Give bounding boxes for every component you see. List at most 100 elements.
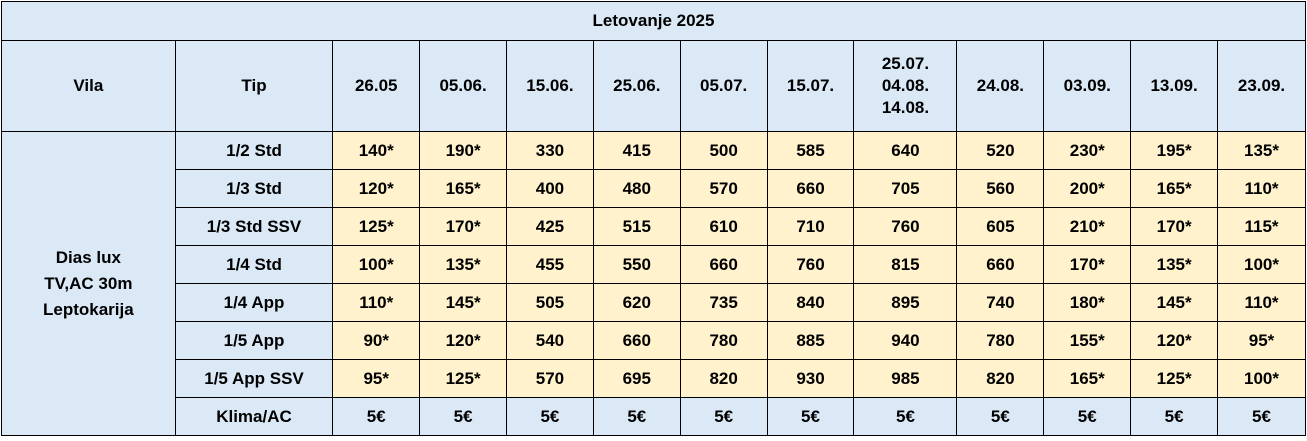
price-cell: 120* — [1130, 321, 1219, 360]
date-label: 05.06. — [439, 76, 487, 95]
price-cell: 605 — [956, 207, 1045, 246]
price-cell: 425 — [506, 207, 594, 246]
price-cell: 115* — [1217, 207, 1306, 246]
ac-row: Klima/AC 5€ 5€ 5€ 5€ 5€ 5€ 5€ 5€ 5€ 5€ 5€ — [2, 397, 1306, 436]
price-cell: 455 — [506, 245, 594, 284]
date-label: 26.05 — [354, 76, 398, 95]
price-cell: 110* — [1217, 283, 1306, 322]
price-cell: 570 — [506, 359, 594, 398]
column-header-date: 15.07. — [766, 40, 855, 132]
price-cell: 120* — [419, 321, 507, 360]
price-cell: 895 — [853, 283, 958, 322]
price-cell: 100* — [1217, 359, 1306, 398]
ac-price-cell: 5€ — [766, 397, 855, 436]
price-cell: 660 — [766, 169, 855, 208]
price-cell: 710 — [766, 207, 855, 246]
ac-price-cell: 5€ — [592, 397, 681, 436]
price-cell: 125* — [332, 207, 421, 246]
column-header-date: 03.09. — [1043, 40, 1132, 132]
column-header-type: Tip — [174, 40, 334, 132]
price-cell: 110* — [1217, 169, 1306, 208]
table-title: Letovanje 2025 — [1, 1, 1306, 41]
price-cell: 780 — [956, 321, 1045, 360]
date-label: 15.06. — [526, 76, 574, 95]
villa-line: Dias lux — [55, 247, 121, 267]
price-cell: 735 — [679, 283, 768, 322]
ac-price-cell: 5€ — [419, 397, 507, 436]
date-label: 25.06. — [613, 76, 661, 95]
villa-cell: Dias lux TV,AC 30m Leptokarija — [1, 131, 176, 436]
price-cell: 550 — [592, 245, 681, 284]
price-cell: 640 — [853, 131, 958, 170]
price-cell: 165* — [419, 169, 507, 208]
price-cell: 100* — [1217, 245, 1306, 284]
column-header-date: 25.06. — [592, 40, 681, 132]
price-cell: 660 — [679, 245, 768, 284]
column-header-date: 23.09. — [1217, 40, 1306, 132]
price-cell: 840 — [766, 283, 855, 322]
price-cell: 480 — [592, 169, 681, 208]
price-cell: 930 — [766, 359, 855, 398]
price-cell: 585 — [766, 131, 855, 170]
price-cell: 95* — [1217, 321, 1306, 360]
room-type-cell: 1/4 Std — [174, 245, 334, 284]
price-cell: 170* — [419, 207, 507, 246]
price-cell: 125* — [419, 359, 507, 398]
price-cell: 940 — [853, 321, 958, 360]
ac-price-cell: 5€ — [679, 397, 768, 436]
price-cell: 760 — [766, 245, 855, 284]
ac-price-cell: 5€ — [506, 397, 594, 436]
room-type-cell: 1/4 App — [174, 283, 334, 322]
room-type-cell: 1/5 App SSV — [174, 359, 334, 398]
price-cell: 780 — [679, 321, 768, 360]
price-cell: 330 — [506, 131, 594, 170]
price-cell: 155* — [1043, 321, 1132, 360]
table-row: 1/5 App 90* 120* 540 660 780 885 940 780 155* 120*… — [2, 321, 1306, 360]
price-cell: 520 — [956, 131, 1045, 170]
price-cell: 145* — [419, 283, 507, 322]
column-header-date: 26.05 — [332, 40, 421, 132]
column-header-date: 05.07. — [679, 40, 768, 132]
price-cell: 95* — [332, 359, 421, 398]
price-cell: 815 — [853, 245, 958, 284]
price-cell: 660 — [592, 321, 681, 360]
room-type-cell: 1/3 Std SSV — [174, 207, 334, 246]
price-cell: 230* — [1043, 131, 1132, 170]
price-cell: 90* — [332, 321, 421, 360]
date-label: 04.08. — [881, 76, 930, 95]
date-label: 23.09. — [1237, 76, 1286, 95]
table-row: 1/5 App SSV 95* 125* 570 695 820 930 985 820 165*… — [2, 359, 1306, 398]
ac-price-cell: 5€ — [853, 397, 958, 436]
price-cell: 135* — [1130, 245, 1219, 284]
price-cell: 135* — [419, 245, 507, 284]
column-header-villa: Vila — [1, 40, 176, 132]
price-cell: 820 — [679, 359, 768, 398]
column-header-date: 24.08. — [956, 40, 1045, 132]
price-cell: 165* — [1130, 169, 1219, 208]
date-label: 13.09. — [1150, 76, 1198, 95]
price-cell: 740 — [956, 283, 1045, 322]
price-cell: 500 — [679, 131, 768, 170]
ac-price-cell: 5€ — [332, 397, 421, 436]
column-header-date: 15.06. — [506, 40, 594, 132]
column-header-date: 13.09. — [1130, 40, 1219, 132]
price-cell: 125* — [1130, 359, 1219, 398]
price-cell: 505 — [506, 283, 594, 322]
price-cell: 135* — [1217, 131, 1306, 170]
ac-price-cell: 5€ — [956, 397, 1045, 436]
price-cell: 170* — [1043, 245, 1132, 284]
price-cell: 190* — [419, 131, 507, 170]
price-cell: 180* — [1043, 283, 1132, 322]
price-cell: 210* — [1043, 207, 1132, 246]
table-row: Dias lux TV,AC 30m Leptokarija 1/2 Std 140* 1… — [1, 131, 1306, 436]
price-cell: 560 — [956, 169, 1045, 208]
price-cell: 985 — [853, 359, 958, 398]
villa-line: Leptokarija — [43, 299, 134, 319]
date-label: 03.09. — [1063, 76, 1111, 95]
table-row: 1/4 Std 100* 135* 455 550 660 760 815 660 170* 135… — [2, 245, 1306, 284]
room-type-cell: 1/5 App — [174, 321, 334, 360]
table-row: 1/4 App 110* 145* 505 620 735 840 895 740 180* 145… — [2, 283, 1306, 322]
room-type-cell: 1/3 Std — [174, 169, 334, 208]
ac-price-cell: 5€ — [1043, 397, 1132, 436]
